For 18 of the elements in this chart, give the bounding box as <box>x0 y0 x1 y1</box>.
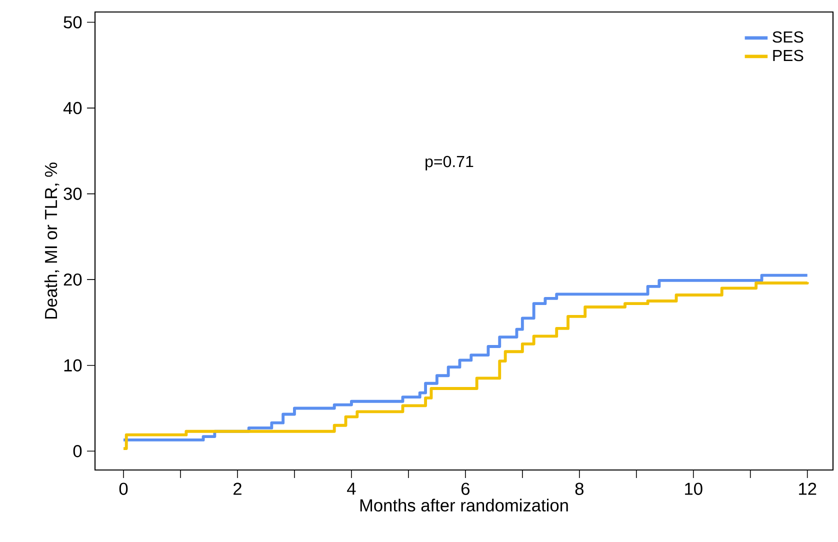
y-tick-label: 10 <box>64 359 82 372</box>
x-tick-label: 0 <box>119 482 128 495</box>
x-tick-label: 6 <box>461 482 470 495</box>
x-tick-label: 12 <box>799 482 816 495</box>
y-axis-title: Death, MI or TLR, % <box>44 162 60 319</box>
y-tick-label: 30 <box>64 188 82 200</box>
x-tick-label: 4 <box>347 482 356 495</box>
y-tick-label: 0 <box>73 444 82 458</box>
legend-label: SES <box>772 31 804 43</box>
x-axis-title: Months after randomization <box>360 498 568 512</box>
y-tick-label: 40 <box>63 102 82 114</box>
x-tick-label: 8 <box>575 482 584 495</box>
x-tick-label: 2 <box>234 482 242 495</box>
y-tick-label: 20 <box>64 273 82 286</box>
x-tick-label: 10 <box>685 482 702 495</box>
legend-label: PES <box>773 50 804 62</box>
y-tick-label: 50 <box>64 16 82 28</box>
annotation: p=0.71 <box>426 156 474 170</box>
